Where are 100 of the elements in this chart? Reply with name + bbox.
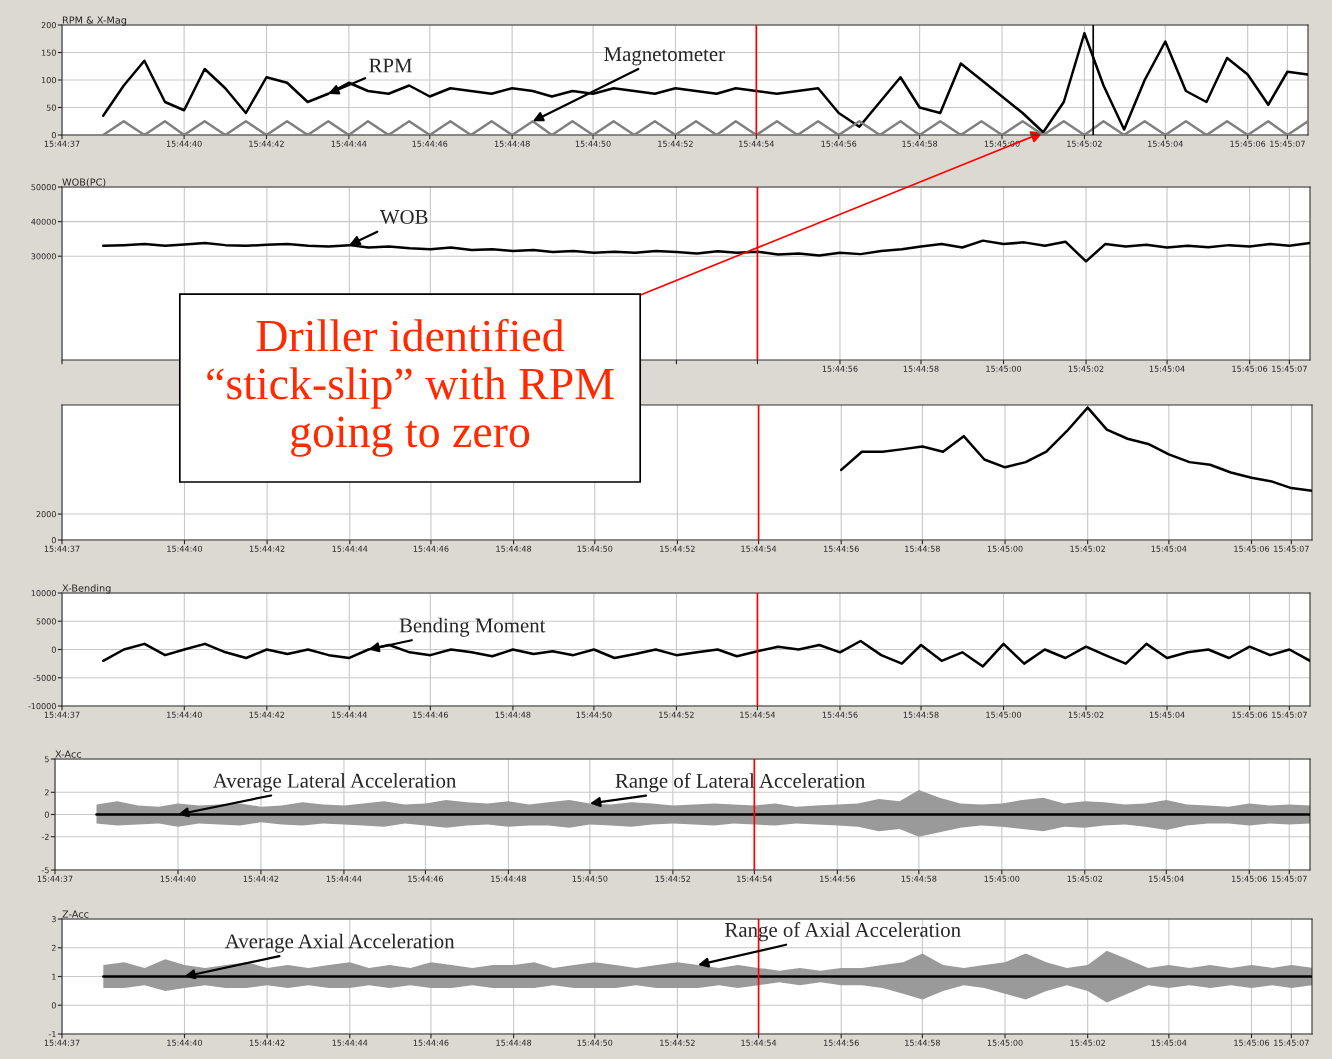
x-tick-label: 15:45:06 [1234, 545, 1270, 552]
x-tick-label: 15:44:58 [905, 1039, 940, 1046]
x-tick-label: 15:44:50 [572, 875, 608, 882]
x-tick-label: 15:44:50 [577, 1039, 613, 1046]
x-tick-label: 15:44:54 [741, 545, 777, 552]
x-tick-label: 15:45:07 [1274, 545, 1309, 552]
x-tick-label: 15:44:56 [822, 365, 858, 372]
x-tick-label: 15:44:54 [739, 140, 774, 147]
annotation: RPM [369, 58, 412, 73]
y-tick-label: 40000 [31, 218, 56, 225]
x-tick-label: 15:44:58 [902, 140, 938, 147]
annotation: Driller identified “stick-slip” with RPM going to zero [207, 318, 614, 457]
x-tick-label: 15:44:44 [332, 711, 367, 718]
x-tick-label: 15:44:56 [821, 140, 857, 147]
x-tick-label: 15:45:07 [1270, 140, 1305, 147]
x-tick-label: 15:44:42 [249, 711, 285, 718]
x-tick-label: 15:45:02 [1068, 365, 1104, 372]
x-tick-label: 15:45:02 [1068, 711, 1104, 718]
y-tick-label: -5 [41, 867, 49, 874]
x-tick-label: 15:45:04 [1151, 545, 1187, 552]
x-tick-label: 15:45:00 [986, 365, 1022, 372]
x-tick-label: 15:44:42 [249, 140, 284, 147]
y-tick-label: 10000 [31, 590, 56, 597]
y-tick-label: 0 [51, 132, 56, 139]
y-tick-label: 0 [51, 1002, 56, 1009]
x-tick-label: 15:45:07 [1272, 875, 1307, 882]
x-tick-label: 15:44:42 [249, 545, 285, 552]
annotation: Bending Moment [399, 617, 546, 637]
x-tick-label: 15:44:46 [413, 545, 449, 552]
y-tick-label: 3 [51, 916, 56, 923]
x-tick-label: 15:44:40 [167, 1039, 203, 1046]
y-tick-label: 2 [44, 789, 49, 796]
x-tick-label: 15:44:52 [658, 140, 693, 147]
x-tick-label: 15:45:07 [1272, 711, 1307, 718]
y-tick-label: 50 [46, 104, 56, 111]
annotation: Magnetometer [604, 47, 725, 66]
x-tick-label: 15:44:48 [496, 1039, 532, 1046]
x-tick-label: 15:44:37 [37, 875, 73, 882]
x-tick-label: 15:44:40 [167, 545, 203, 552]
x-tick-label: 15:45:04 [1149, 365, 1185, 372]
x-tick-label: 15:44:40 [160, 875, 196, 882]
x-tick-label: 15:45:04 [1148, 140, 1183, 147]
x-tick-label: 15:44:50 [575, 140, 611, 147]
x-tick-label: 15:44:50 [576, 711, 612, 718]
x-tick-label: 15:44:42 [249, 1039, 285, 1046]
line-series [102, 639, 1310, 668]
x-tick-label: 15:44:54 [741, 1039, 777, 1046]
x-tick-label: 15:44:48 [491, 875, 526, 882]
x-tick-label: 15:45:06 [1232, 711, 1268, 718]
x-tick-label: 15:44:58 [905, 545, 940, 552]
x-tick-label: 15:45:02 [1070, 1039, 1105, 1046]
x-tick-label: 15:44:50 [577, 545, 613, 552]
x-tick-label: 15:44:42 [243, 875, 279, 882]
y-tick-label: 2000 [36, 511, 56, 518]
y-tick-label: -2 [41, 833, 49, 840]
x-tick-label: 15:44:52 [660, 1039, 695, 1046]
x-tick-label: 15:44:44 [326, 875, 362, 882]
x-tick-label: 15:44:54 [740, 711, 776, 718]
x-tick-label: 15:45:00 [987, 1039, 1023, 1046]
x-tick-label: 15:44:44 [332, 1039, 368, 1046]
x-tick-label: 15:44:48 [494, 140, 530, 147]
x-tick-label: 15:44:46 [412, 140, 448, 147]
chart-title: Z-Acc [62, 910, 89, 918]
x-tick-label: 15:45:07 [1272, 365, 1307, 372]
x-tick-label: 15:44:52 [659, 711, 694, 718]
x-tick-label: 15:45:00 [984, 875, 1020, 882]
annotation: WOB [379, 209, 428, 225]
x-tick-label: 15:44:56 [824, 1039, 859, 1046]
x-tick-label: 15:45:04 [1149, 875, 1184, 882]
y-tick-label: 5 [44, 756, 49, 763]
x-tick-label: 15:45:04 [1151, 1039, 1187, 1046]
chart-title: X-Bending [62, 584, 111, 594]
y-tick-label: 0 [51, 646, 56, 653]
x-tick-label: 15:45:06 [1230, 140, 1266, 147]
x-tick-label: 15:44:58 [903, 365, 939, 372]
y-tick-label: 2 [51, 944, 56, 951]
x-tick-label: 15:45:02 [1067, 875, 1103, 882]
x-tick-label: 15:44:37 [44, 545, 80, 552]
x-tick-label: 15:44:58 [903, 711, 939, 718]
x-tick-label: 15:44:46 [413, 711, 448, 718]
x-tick-label: 15:45:02 [1070, 545, 1105, 552]
x-tick-label: 15:44:48 [496, 545, 532, 552]
y-tick-label: 150 [41, 49, 56, 56]
x-tick-label: 15:45:02 [1067, 140, 1102, 147]
chart-title: X-Acc [55, 750, 82, 758]
x-tick-label: 15:44:40 [167, 711, 202, 718]
x-tick-label: 15:44:37 [44, 1039, 80, 1046]
y-tick-label: -10000 [28, 703, 56, 710]
line-series [839, 406, 1312, 492]
x-tick-label: 15:45:06 [1232, 365, 1268, 372]
x-tick-label: 15:44:48 [495, 711, 531, 718]
x-tick-label: 15:44:37 [44, 140, 80, 147]
y-tick-label: 1 [52, 973, 56, 980]
x-tick-label: 15:44:40 [166, 140, 202, 147]
y-tick-label: -5000 [33, 674, 56, 681]
x-tick-label: 15:44:37 [44, 711, 80, 718]
y-tick-label: 0 [51, 537, 56, 544]
x-tick-label: 15:44:46 [408, 875, 444, 882]
x-tick-label: 15:45:06 [1234, 1039, 1270, 1046]
y-tick-label: 50000 [31, 184, 56, 191]
